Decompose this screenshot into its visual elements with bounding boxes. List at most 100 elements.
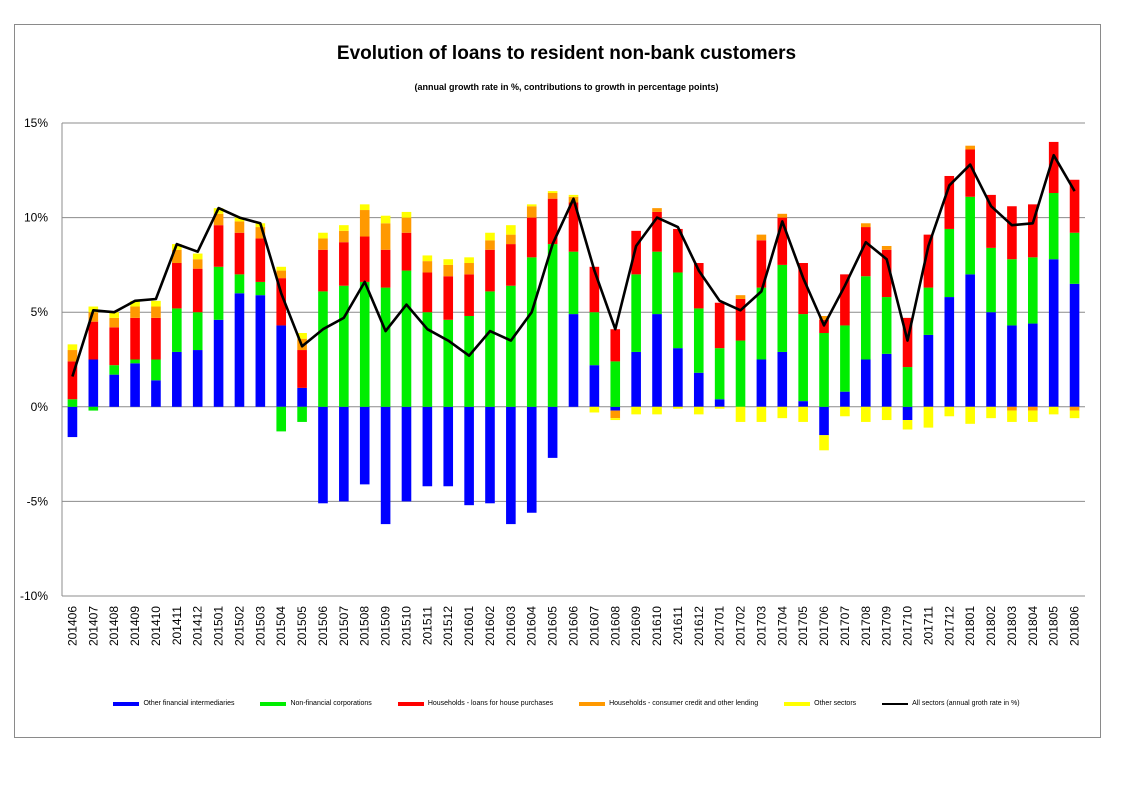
bar-other-financial-intermediaries-201611 (673, 348, 683, 407)
bar-other-financial-intermediaries-201612 (693, 372, 704, 407)
bar-other-sectors-201706 (819, 435, 829, 451)
chart-legend: Other financial intermediaries Non-financ… (0, 700, 1133, 707)
bar-other-financial-intermediaries-201510 (401, 406, 412, 502)
bar-non-financial-corporations-201708 (860, 276, 871, 360)
bar-households-consumer-credit-and-other-lending-201603 (506, 234, 516, 245)
bar-other-financial-intermediaries-201701 (714, 399, 725, 407)
bar-other-financial-intermediaries-201604 (526, 406, 537, 513)
bar-non-financial-corporations-201506 (318, 291, 328, 407)
bar-households-loans-for-house-purchases-201711 (923, 234, 934, 288)
bar-non-financial-corporations-201501 (213, 266, 224, 320)
bar-households-loans-for-house-purchases-201603 (506, 244, 516, 286)
bar-other-financial-intermediaries-201507 (339, 406, 349, 502)
bar-other-sectors-201510 (401, 211, 412, 218)
bar-non-financial-corporations-201712 (944, 228, 955, 298)
y-tick-label: 10% (24, 211, 48, 225)
bar-other-sectors-201412 (192, 253, 203, 260)
x-tick-label: 201504 (274, 606, 288, 646)
bar-households-consumer-credit-and-other-lending-201501 (213, 213, 224, 226)
x-tick-label: 201501 (212, 606, 226, 646)
bar-other-sectors-201806 (1069, 410, 1080, 419)
x-tick-label: 201609 (629, 606, 643, 646)
bar-households-consumer-credit-and-other-lending-201801 (965, 145, 975, 150)
bar-other-financial-intermediaries-201606 (568, 314, 579, 407)
x-tick-label: 201410 (149, 606, 163, 646)
legend-item: Households - consumer credit and other l… (579, 700, 758, 707)
x-tick-label: 201704 (775, 606, 789, 646)
bar-non-financial-corporations-201606 (568, 251, 579, 315)
bar-households-consumer-credit-and-other-lending-201408 (109, 317, 119, 328)
legend-swatch (113, 701, 140, 706)
bar-other-financial-intermediaries-201512 (443, 406, 454, 487)
bar-other-financial-intermediaries-201801 (965, 274, 975, 407)
bar-households-loans-for-house-purchases-201602 (485, 249, 495, 292)
x-tick-label: 201701 (713, 606, 727, 646)
bar-households-loans-for-house-purchases-201605 (547, 198, 558, 245)
x-tick-label: 201510 (399, 606, 413, 646)
bar-other-financial-intermediaries-201511 (422, 406, 433, 487)
x-tick-label: 201407 (86, 606, 100, 646)
bar-households-consumer-credit-and-other-lending-201507 (339, 230, 349, 243)
x-tick-label: 201805 (1047, 606, 1061, 646)
bar-other-sectors-201406 (67, 344, 78, 351)
bar-other-financial-intermediaries-201703 (756, 359, 767, 407)
bar-other-financial-intermediaries-201501 (213, 319, 224, 407)
bar-households-consumer-credit-and-other-lending-201509 (380, 223, 391, 250)
x-tick-label: 201604 (525, 606, 539, 646)
bar-other-financial-intermediaries-201709 (881, 353, 892, 407)
bar-other-sectors-201610 (652, 406, 662, 415)
x-tick-label: 201803 (1005, 606, 1019, 646)
bar-households-loans-for-house-purchases-201806 (1069, 179, 1080, 233)
bar-households-loans-for-house-purchases-201608 (610, 329, 621, 362)
bar-households-loans-for-house-purchases-201510 (401, 232, 412, 271)
bar-households-loans-for-house-purchases-201802 (986, 194, 996, 248)
bar-non-financial-corporations-201702 (735, 340, 746, 407)
bar-households-consumer-credit-and-other-lending-201803 (1007, 406, 1017, 411)
bar-other-sectors-201511 (422, 255, 433, 262)
bar-other-sectors-201606 (568, 194, 579, 197)
bar-households-loans-for-house-purchases-201411 (172, 263, 182, 309)
bar-other-financial-intermediaries-201806 (1069, 283, 1080, 407)
bar-other-financial-intermediaries-201711 (923, 334, 934, 407)
x-tick-label: 201711 (921, 606, 935, 645)
bar-households-loans-for-house-purchases-201607 (589, 266, 600, 313)
bar-households-loans-for-house-purchases-201508 (359, 236, 370, 282)
bar-other-sectors-201502 (234, 217, 245, 222)
bar-non-financial-corporations-201710 (902, 367, 913, 407)
bar-households-consumer-credit-and-other-lending-201608 (610, 410, 621, 419)
bar-other-financial-intermediaries-201406 (67, 406, 78, 438)
legend-item: Non-financial corporations (260, 700, 372, 707)
x-tick-label: 201602 (483, 606, 497, 646)
bar-non-financial-corporations-201502 (234, 274, 245, 294)
bar-other-sectors-201506 (318, 232, 328, 239)
bar-non-financial-corporations-201805 (1048, 193, 1059, 260)
bar-non-financial-corporations-201612 (693, 308, 704, 373)
bar-other-financial-intermediaries-201503 (255, 295, 266, 407)
bar-households-loans-for-house-purchases-201609 (631, 230, 641, 275)
bar-other-sectors-201512 (443, 259, 454, 265)
bar-households-consumer-credit-and-other-lending-201502 (234, 221, 245, 233)
bar-non-financial-corporations-201609 (631, 274, 641, 352)
bar-non-financial-corporations-201706 (819, 333, 829, 407)
x-tick-label: 201506 (316, 606, 330, 646)
y-tick-label: 0% (31, 400, 49, 414)
bar-other-sectors-201505 (297, 333, 307, 339)
bar-non-financial-corporations-201412 (192, 312, 203, 351)
y-tick-label: 5% (31, 305, 49, 319)
bar-other-sectors-201410 (151, 300, 161, 307)
bar-other-financial-intermediaries-201610 (652, 314, 662, 407)
bar-households-consumer-credit-and-other-lending-201605 (547, 193, 558, 199)
bar-non-financial-corporations-201508 (359, 281, 370, 407)
bar-other-financial-intermediaries-201602 (485, 406, 495, 504)
bar-non-financial-corporations-201608 (610, 361, 621, 407)
bar-households-loans-for-house-purchases-201506 (318, 249, 328, 292)
bar-households-loans-for-house-purchases-201805 (1048, 141, 1059, 194)
bar-other-financial-intermediaries-201502 (234, 293, 245, 407)
x-tick-label: 201605 (546, 606, 560, 646)
bar-other-financial-intermediaries-201411 (172, 351, 182, 407)
bar-other-sectors-201803 (1007, 410, 1017, 422)
bar-households-loans-for-house-purchases-201501 (213, 225, 224, 267)
bar-households-loans-for-house-purchases-201503 (255, 238, 266, 282)
legend-swatch (784, 701, 811, 706)
